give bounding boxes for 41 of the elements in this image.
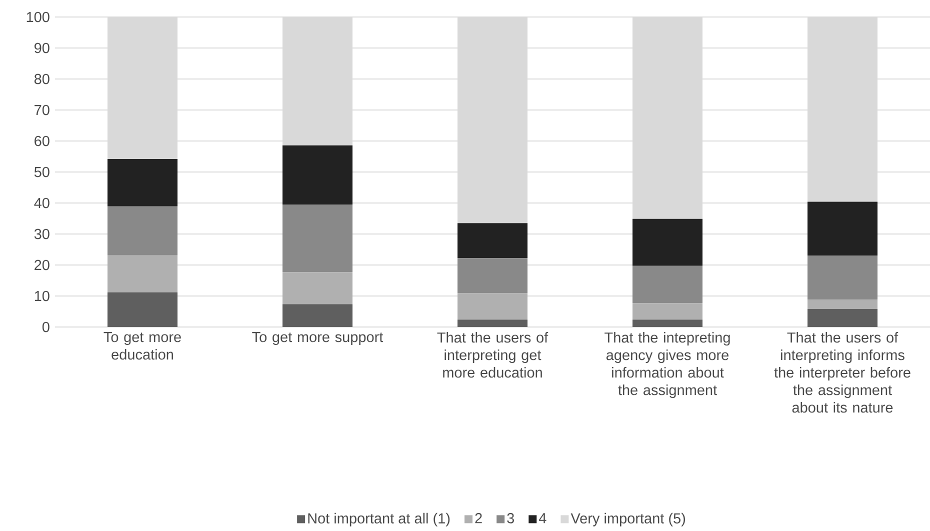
bar (458, 320, 528, 328)
x-tick-label: To get more support (252, 332, 384, 346)
legend-label: Not important at all (1) (308, 512, 450, 526)
bar (808, 202, 878, 256)
y-tick-label: 90 (34, 42, 50, 54)
legend-label: 2 (475, 513, 482, 524)
bar (108, 292, 178, 328)
bar (282, 304, 353, 328)
bar (632, 303, 703, 320)
bar (632, 266, 703, 304)
y-tick-label: 40 (34, 198, 50, 208)
bar (108, 206, 178, 256)
bar (632, 320, 703, 328)
y-tick-label: 60 (34, 136, 50, 146)
legend-label: Very important (5) (570, 512, 686, 526)
x-tick-label: That the intepreting agency gives more information about the assignment (604, 332, 730, 398)
y-tick-label: 80 (34, 74, 50, 84)
x-tick-label: To get more education (104, 332, 181, 360)
bar (282, 204, 353, 272)
legend-label: 4 (538, 513, 546, 524)
y-tick-label: 0 (42, 322, 50, 332)
bar (458, 293, 528, 320)
x-tick-label: That the users of interpreting get more education (437, 332, 548, 378)
bar (458, 258, 528, 294)
bar (458, 223, 528, 258)
y-tick-label: 10 (34, 290, 50, 302)
bar (282, 145, 353, 205)
bar (282, 272, 353, 304)
bar (808, 300, 878, 310)
bar (632, 218, 703, 266)
bar (808, 256, 878, 300)
y-tick-label: 50 (34, 166, 50, 178)
y-tick-label: 70 (34, 104, 50, 116)
y-tick-label: 20 (34, 260, 50, 270)
y-tick-label: 100 (26, 12, 50, 22)
y-tick-label: 30 (34, 228, 50, 240)
bar (108, 255, 178, 292)
bar (108, 158, 178, 206)
bar (808, 309, 878, 328)
legend-label: 3 (507, 513, 514, 524)
x-tick-label: That the users of interpreting informs the interpreter before the assignment about its nature (774, 332, 910, 413)
